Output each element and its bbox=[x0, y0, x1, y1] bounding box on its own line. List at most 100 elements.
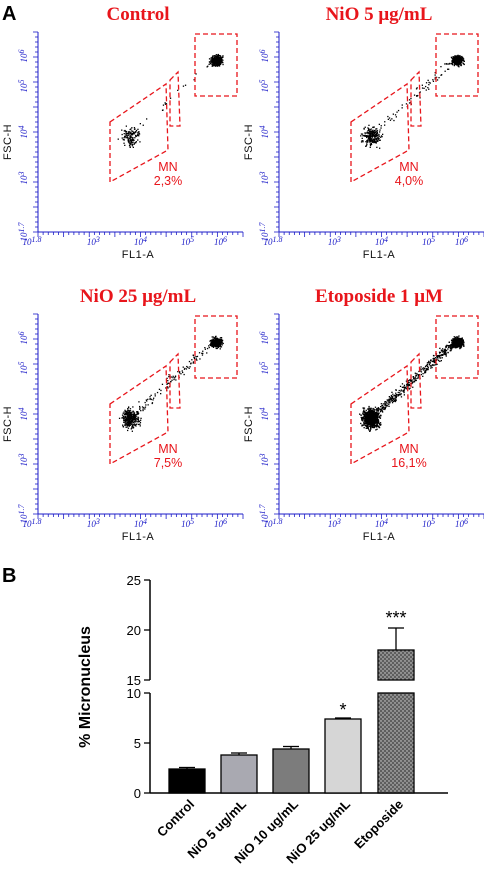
data-point bbox=[362, 411, 364, 413]
data-point bbox=[375, 134, 377, 136]
data-point bbox=[371, 422, 373, 424]
data-point bbox=[212, 61, 214, 63]
data-point bbox=[401, 386, 404, 388]
bar-etoposide-upper bbox=[377, 649, 415, 681]
data-point bbox=[123, 137, 125, 139]
data-point bbox=[221, 340, 224, 342]
data-point bbox=[145, 399, 147, 401]
data-point bbox=[125, 414, 128, 416]
data-point bbox=[375, 413, 378, 415]
data-point bbox=[139, 141, 141, 143]
data-point bbox=[376, 425, 379, 427]
data-point bbox=[365, 423, 367, 425]
data-point bbox=[188, 360, 191, 363]
data-point bbox=[145, 404, 147, 406]
data-point bbox=[400, 389, 402, 391]
data-point bbox=[375, 133, 378, 135]
panel-b-letter: B bbox=[2, 565, 16, 587]
data-point bbox=[397, 391, 399, 394]
data-point bbox=[212, 342, 214, 344]
scatter-points bbox=[360, 54, 465, 149]
y-tick-exponent: 5 bbox=[258, 362, 267, 366]
data-point bbox=[369, 146, 371, 148]
data-point bbox=[408, 102, 411, 104]
data-point bbox=[363, 422, 365, 424]
data-point bbox=[445, 349, 448, 352]
data-point bbox=[131, 430, 133, 432]
data-point bbox=[444, 350, 447, 352]
data-point bbox=[432, 79, 434, 81]
data-point bbox=[455, 342, 457, 345]
data-point bbox=[456, 57, 458, 59]
data-point bbox=[364, 420, 366, 422]
data-point bbox=[367, 420, 369, 422]
data-point bbox=[456, 55, 459, 57]
data-point bbox=[436, 79, 439, 81]
data-point bbox=[131, 130, 133, 132]
data-point bbox=[188, 367, 190, 369]
plot-title: NiO 5 μg/mL bbox=[326, 4, 433, 25]
data-point bbox=[419, 91, 421, 93]
data-point bbox=[131, 426, 133, 428]
data-point bbox=[133, 412, 136, 414]
y-tick-exponent: 3 bbox=[258, 172, 267, 177]
data-point bbox=[123, 421, 125, 423]
bar-nio-5-ug-ml bbox=[220, 754, 258, 794]
y-tick-label: 5 bbox=[134, 736, 141, 751]
data-point bbox=[147, 404, 149, 406]
data-point bbox=[366, 140, 368, 142]
data-point bbox=[365, 141, 367, 143]
data-point bbox=[133, 421, 135, 423]
data-point bbox=[123, 411, 125, 413]
y-tick-label: 105 bbox=[258, 362, 270, 375]
data-point bbox=[426, 363, 429, 366]
x-tick-label: 103 bbox=[328, 235, 341, 247]
data-point bbox=[129, 422, 132, 424]
data-point bbox=[379, 147, 381, 149]
data-point bbox=[375, 141, 377, 143]
data-point bbox=[417, 94, 419, 97]
data-point bbox=[166, 386, 169, 388]
data-point bbox=[362, 141, 364, 143]
data-point bbox=[151, 402, 153, 405]
data-point bbox=[452, 346, 454, 348]
data-point bbox=[139, 425, 141, 427]
data-point bbox=[217, 342, 219, 345]
data-point bbox=[458, 346, 460, 348]
data-point bbox=[127, 416, 129, 419]
data-point bbox=[132, 139, 134, 141]
data-point bbox=[365, 415, 368, 417]
y-tick-exponent: 3 bbox=[17, 172, 26, 177]
data-point bbox=[168, 374, 170, 376]
data-point bbox=[128, 133, 130, 135]
data-point bbox=[195, 73, 197, 75]
data-point bbox=[462, 339, 464, 342]
data-point bbox=[448, 346, 450, 348]
data-point bbox=[133, 423, 135, 425]
data-point bbox=[405, 388, 407, 390]
data-point bbox=[377, 415, 379, 417]
data-point bbox=[368, 422, 370, 424]
data-point bbox=[215, 55, 218, 58]
y-tick-label: 101.7 bbox=[17, 222, 29, 242]
data-point bbox=[219, 348, 221, 350]
scatter-points bbox=[117, 53, 224, 148]
data-point bbox=[363, 419, 365, 421]
nuclei-gate bbox=[435, 33, 479, 97]
data-point bbox=[184, 84, 187, 86]
data-point bbox=[220, 60, 222, 63]
data-point bbox=[214, 342, 216, 344]
data-point bbox=[433, 357, 436, 360]
data-point bbox=[217, 53, 219, 56]
data-point bbox=[374, 415, 376, 417]
data-point bbox=[135, 134, 137, 137]
data-point bbox=[398, 394, 400, 396]
data-point bbox=[366, 416, 368, 419]
data-point bbox=[364, 135, 366, 137]
data-point bbox=[371, 412, 373, 414]
data-point bbox=[220, 338, 223, 340]
data-point bbox=[138, 420, 140, 422]
